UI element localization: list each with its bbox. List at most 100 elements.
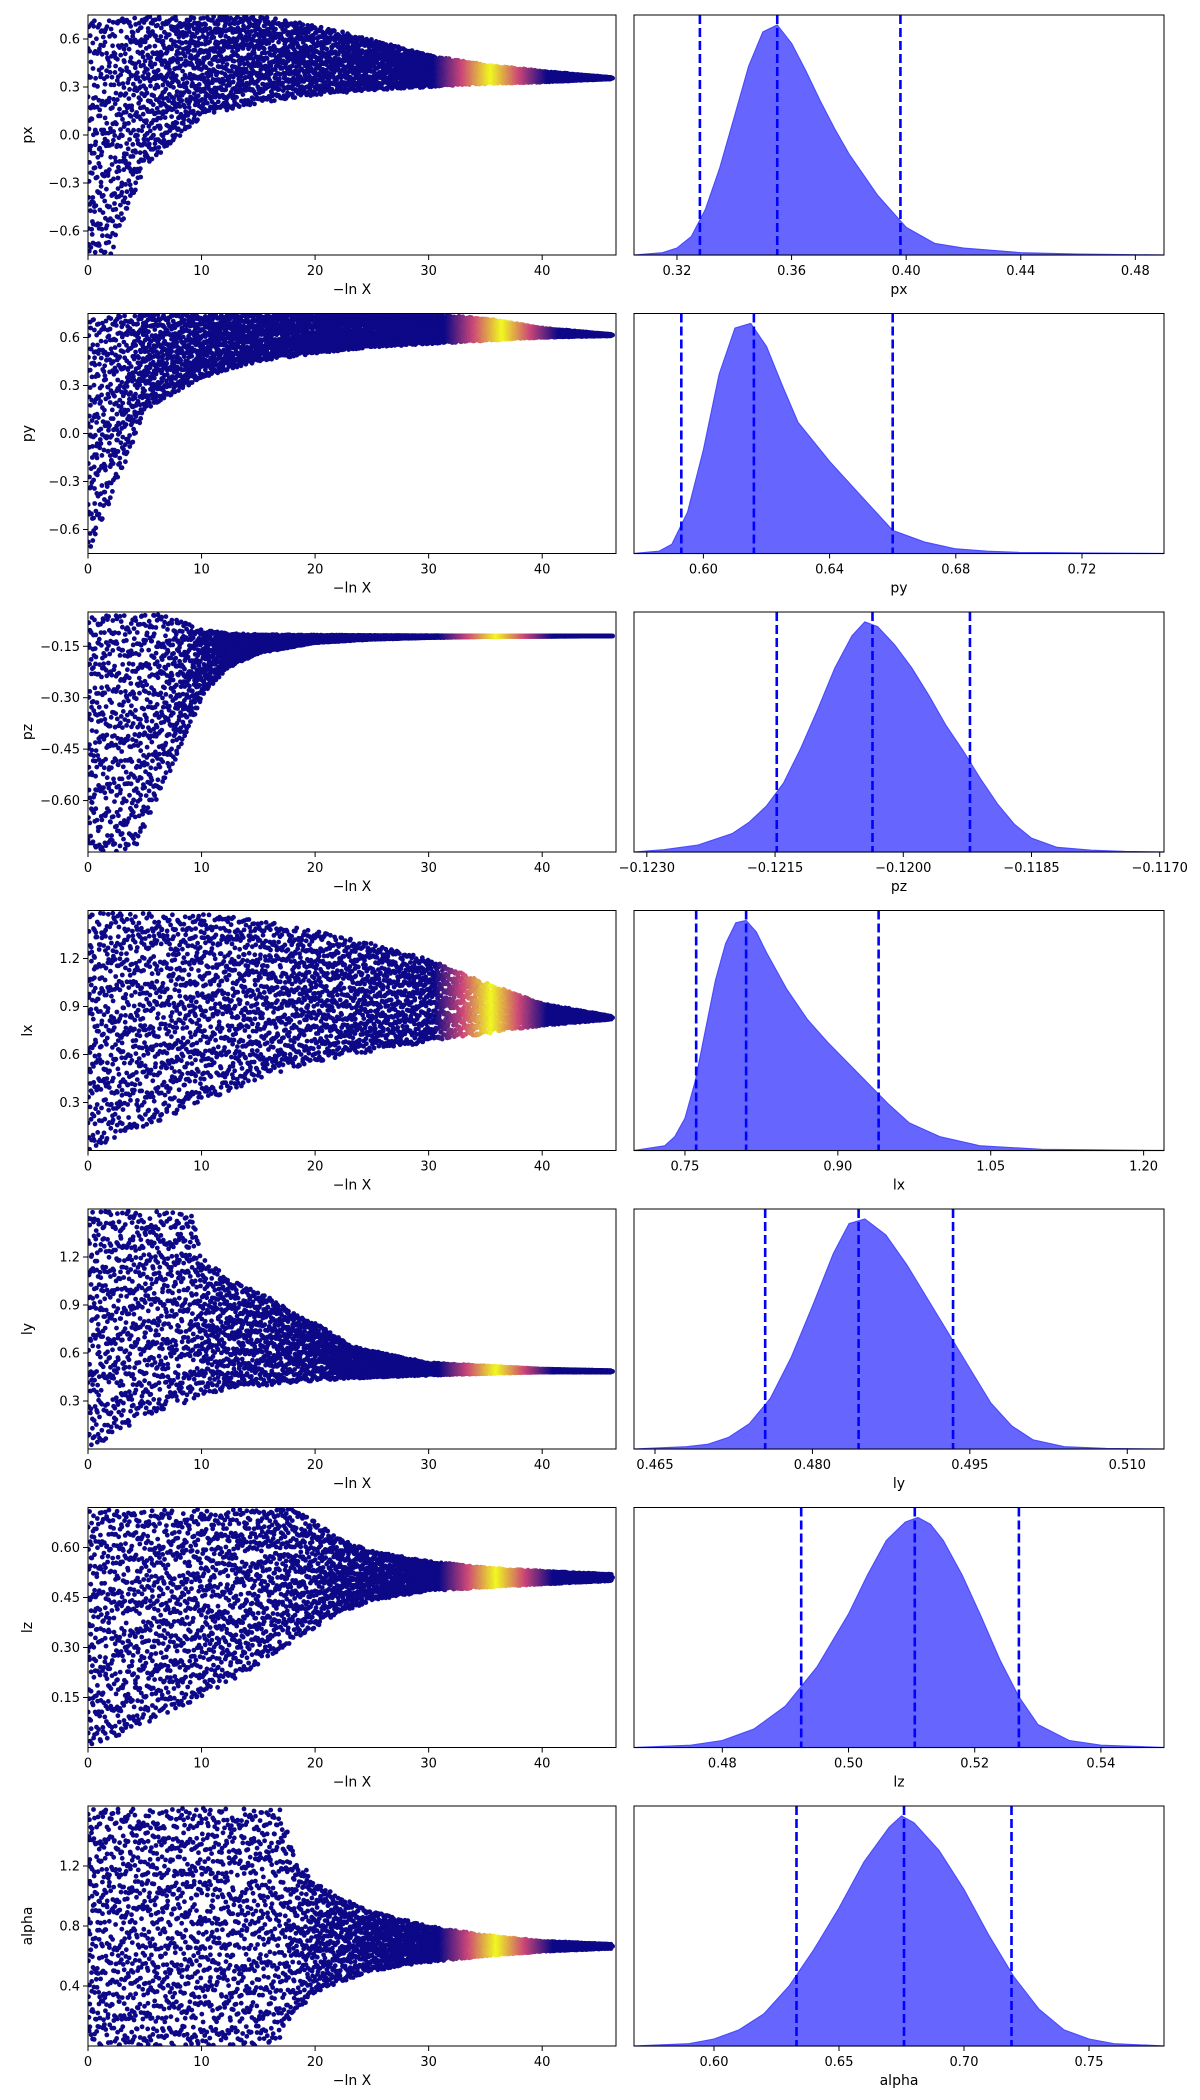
sample-point xyxy=(95,154,101,160)
sample-point xyxy=(112,33,118,39)
sample-point xyxy=(268,63,274,69)
sample-point xyxy=(97,113,103,119)
sample-point xyxy=(109,407,115,413)
sample-point xyxy=(93,75,98,81)
sample-point xyxy=(207,26,213,31)
sample-point xyxy=(102,489,108,495)
sample-point xyxy=(121,85,127,90)
sample-point xyxy=(211,35,217,40)
sample-point xyxy=(300,22,306,28)
sample-point xyxy=(149,392,155,398)
sample-point xyxy=(159,52,165,57)
sample-point xyxy=(131,374,136,379)
sample-point xyxy=(178,358,184,363)
sample-point xyxy=(93,508,99,514)
sample-point xyxy=(99,483,105,488)
sample-point xyxy=(93,139,99,145)
sample-point xyxy=(96,511,102,517)
sample-point xyxy=(249,42,255,48)
sample-point xyxy=(147,15,153,20)
sample-point xyxy=(186,89,192,95)
sample-point xyxy=(257,19,262,24)
sample-point xyxy=(141,104,147,110)
sample-point xyxy=(105,139,110,144)
sample-point xyxy=(107,453,113,458)
sample-point xyxy=(113,232,118,238)
sample-point xyxy=(111,96,117,102)
sample-point xyxy=(88,544,94,549)
sample-point xyxy=(107,495,113,501)
sample-point xyxy=(92,355,97,361)
sample-point xyxy=(108,154,114,160)
sample-point xyxy=(147,44,152,49)
sample-point xyxy=(92,501,98,506)
sample-point xyxy=(103,339,109,345)
sample-point xyxy=(110,359,116,364)
sample-point xyxy=(140,54,146,60)
sample-point xyxy=(138,25,144,30)
sample-point xyxy=(153,371,159,377)
sample-point xyxy=(98,338,104,344)
sample-point xyxy=(91,23,96,29)
sample-point xyxy=(182,53,188,59)
sample-point xyxy=(89,226,95,232)
sample-point xyxy=(107,400,113,405)
sample-point xyxy=(92,209,97,215)
sample-point xyxy=(109,162,115,167)
sample-point xyxy=(211,109,217,115)
sample-point xyxy=(90,444,95,449)
sample-point xyxy=(112,133,118,138)
sample-point xyxy=(100,210,106,216)
sample-point xyxy=(116,214,121,220)
sample-point xyxy=(144,90,150,96)
sample-point xyxy=(122,195,128,201)
sample-point xyxy=(332,28,337,34)
sample-point xyxy=(126,161,132,167)
sample-point xyxy=(130,30,136,36)
sample-point xyxy=(133,187,138,193)
sample-point xyxy=(131,92,137,98)
sample-point xyxy=(176,388,181,393)
sample-point xyxy=(126,178,132,184)
sample-point xyxy=(109,433,115,438)
sample-point xyxy=(98,179,104,185)
sample-point xyxy=(169,349,175,354)
sample-point xyxy=(171,96,177,101)
sample-point xyxy=(107,204,112,210)
sample-point xyxy=(152,61,158,67)
sample-point xyxy=(99,226,105,232)
sample-point xyxy=(114,411,120,417)
sample-point xyxy=(273,26,278,32)
sample-point xyxy=(155,313,161,318)
sample-point xyxy=(95,342,100,348)
sample-point xyxy=(289,63,295,69)
sample-point xyxy=(94,472,100,478)
sample-point xyxy=(146,369,151,375)
sample-point xyxy=(173,132,179,138)
sample-point xyxy=(92,486,97,491)
sample-point xyxy=(204,35,210,41)
sample-point xyxy=(130,142,136,147)
sample-point xyxy=(106,394,112,400)
x-tick-label: 30 xyxy=(420,264,437,279)
sample-point xyxy=(137,150,143,156)
sample-point xyxy=(200,101,206,107)
sample-point xyxy=(173,17,179,23)
sample-point xyxy=(174,368,180,374)
sample-point xyxy=(161,96,166,101)
sample-point xyxy=(102,407,107,413)
sample-point xyxy=(128,364,134,369)
sample-point xyxy=(142,58,148,64)
sample-point xyxy=(91,515,96,521)
sample-point xyxy=(181,117,187,123)
sample-point xyxy=(91,477,96,483)
sample-point xyxy=(148,83,153,89)
x-tick-label: 0.36 xyxy=(777,264,806,279)
sample-point xyxy=(104,74,110,79)
sample-point xyxy=(145,137,151,143)
sample-point xyxy=(101,447,107,453)
sample-point xyxy=(177,104,183,109)
sample-point xyxy=(115,449,121,454)
sample-point xyxy=(88,94,91,100)
sample-point xyxy=(153,395,159,401)
